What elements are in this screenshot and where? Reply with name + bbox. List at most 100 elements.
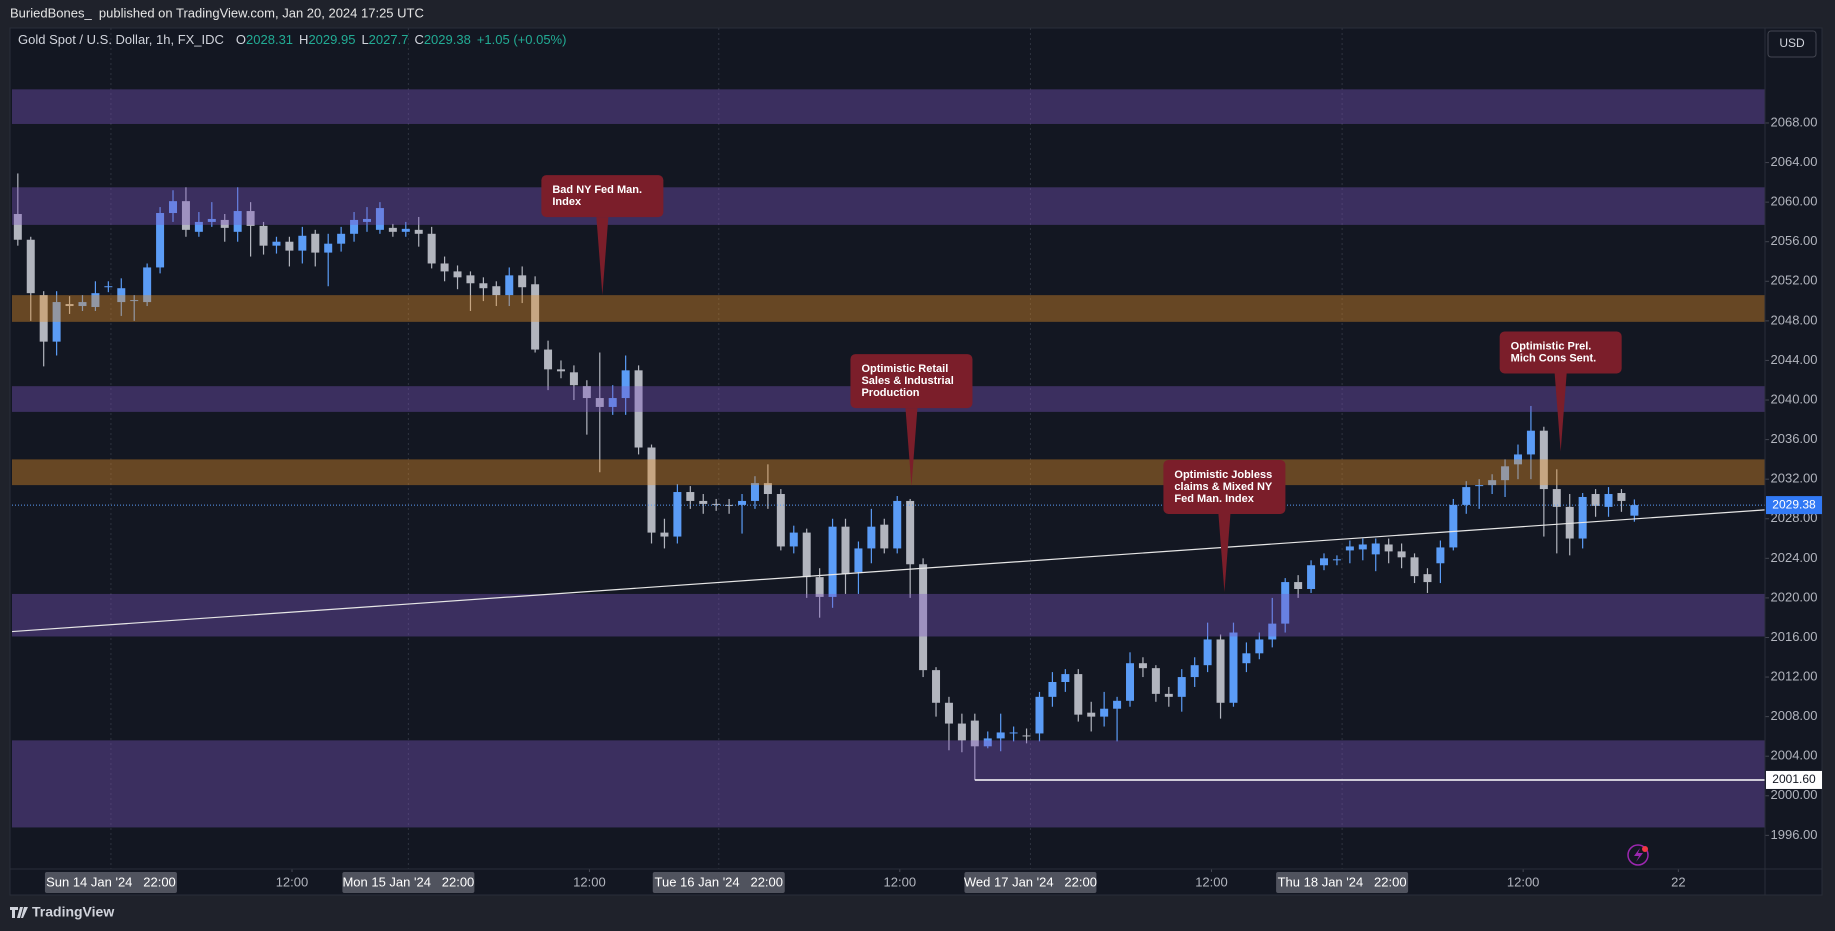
candle-body xyxy=(362,218,371,222)
y-tick-label: 2012.00 xyxy=(1771,668,1818,683)
candle-body xyxy=(1578,496,1587,539)
candle-body xyxy=(91,293,100,308)
candle-body xyxy=(750,483,759,501)
candle-body xyxy=(1048,682,1057,697)
price-label: 2029.38 xyxy=(1772,497,1816,511)
candle-body xyxy=(1087,712,1096,717)
candle-body xyxy=(944,702,953,724)
currency[interactable]: USD xyxy=(1779,36,1805,50)
candle-body xyxy=(815,577,824,597)
candle-body xyxy=(401,228,410,232)
candle-body xyxy=(1126,663,1135,701)
candle-body xyxy=(1177,677,1186,697)
candle-body xyxy=(634,370,643,448)
candle-body xyxy=(867,526,876,549)
candle-body xyxy=(65,304,74,307)
candle-body xyxy=(776,494,785,547)
candle-body xyxy=(1475,485,1484,487)
candle-body xyxy=(324,243,333,253)
legend-prefix: O xyxy=(236,32,246,47)
candle-body xyxy=(414,229,423,234)
day-tick-box xyxy=(652,872,785,893)
legend-title: Gold Spot / U.S. Dollar, 1h, FX_IDC xyxy=(18,32,224,47)
y-tick-label: 2056.00 xyxy=(1771,233,1818,248)
legend-value: 2029.38 xyxy=(424,32,471,47)
zone xyxy=(12,295,1765,322)
day-tick-box xyxy=(964,872,1097,893)
candle-body xyxy=(1449,504,1458,548)
day-tick-label: Tue 16 Jan '24 22:00 xyxy=(655,874,783,889)
brand: TradingView xyxy=(32,904,114,920)
candle-body xyxy=(569,372,578,386)
candle-body xyxy=(1061,674,1070,683)
candle-body xyxy=(1009,732,1018,734)
y-tick-label: 2004.00 xyxy=(1771,748,1818,763)
candle-body xyxy=(1332,559,1341,561)
candle-body xyxy=(673,492,682,537)
callout-pointer xyxy=(1554,373,1567,452)
candle-body xyxy=(78,302,87,307)
candle-body xyxy=(1138,663,1147,669)
alert-icon[interactable] xyxy=(1627,844,1649,866)
candle-body xyxy=(233,211,242,232)
candle-body xyxy=(505,275,514,296)
candle-body xyxy=(893,500,902,549)
support-label-box xyxy=(1766,770,1822,789)
currency-button[interactable] xyxy=(1767,30,1817,58)
candle-body xyxy=(802,532,811,578)
candle-body xyxy=(220,219,229,228)
candle-body xyxy=(207,218,216,222)
candle-body xyxy=(996,732,1005,739)
zone xyxy=(12,740,1765,828)
candle-body xyxy=(970,720,979,747)
candle-body xyxy=(298,235,307,251)
callout-box xyxy=(1499,331,1622,374)
legend-prefix: H xyxy=(299,32,308,47)
callout-text: Production xyxy=(861,387,919,399)
y-tick-label: 2060.00 xyxy=(1771,194,1818,209)
candle-body xyxy=(272,241,281,246)
day-tick-box xyxy=(1276,872,1409,893)
y-tick-label: 2020.00 xyxy=(1771,589,1818,604)
candle-body xyxy=(763,483,772,495)
candle-body xyxy=(26,239,35,294)
y-tick-label: 2044.00 xyxy=(1771,352,1818,367)
candle-body xyxy=(906,500,915,565)
publisher: BuriedBones_ published on TradingView.co… xyxy=(10,5,424,20)
candle-body xyxy=(117,288,126,303)
candle-body xyxy=(1281,582,1290,624)
legend-prefix: C xyxy=(414,32,423,47)
day-tick-label: Sun 14 Jan '24 22:00 xyxy=(46,874,176,889)
candle-body xyxy=(1501,466,1510,481)
candle-body xyxy=(1410,557,1419,577)
y-tick-label: 2048.00 xyxy=(1771,312,1818,327)
day-tick-box xyxy=(342,872,475,893)
zone xyxy=(12,89,1765,124)
callout-pointer xyxy=(596,217,609,296)
candle-body xyxy=(1255,639,1264,654)
candle-body xyxy=(1539,430,1548,490)
candle-body xyxy=(1242,653,1251,664)
candle-body xyxy=(1307,565,1316,589)
callout-box xyxy=(541,175,664,218)
candle-body xyxy=(1436,547,1445,564)
candle-body xyxy=(686,492,695,501)
price-label-box xyxy=(1766,496,1822,515)
candle-body xyxy=(595,398,604,407)
candle-body xyxy=(1164,693,1173,697)
candle-body xyxy=(1371,543,1380,555)
day-tick-label: Wed 17 Jan '24 22:00 xyxy=(964,874,1097,889)
x-tick-label: 12:00 xyxy=(573,874,606,889)
candle-body xyxy=(130,300,139,302)
candle-body xyxy=(1203,639,1212,666)
candle-body xyxy=(1320,558,1329,566)
candle-body xyxy=(1565,506,1574,539)
y-tick-label: 2008.00 xyxy=(1771,708,1818,723)
candle-body xyxy=(194,221,203,232)
candle-body xyxy=(932,670,941,703)
candle-body xyxy=(1397,551,1406,558)
candle-body xyxy=(143,267,152,303)
candle-body xyxy=(1229,632,1238,703)
zone xyxy=(12,187,1765,225)
